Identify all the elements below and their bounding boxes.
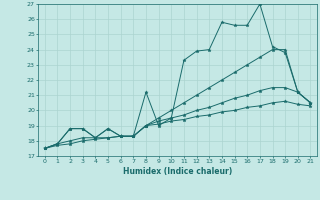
X-axis label: Humidex (Indice chaleur): Humidex (Indice chaleur) (123, 167, 232, 176)
